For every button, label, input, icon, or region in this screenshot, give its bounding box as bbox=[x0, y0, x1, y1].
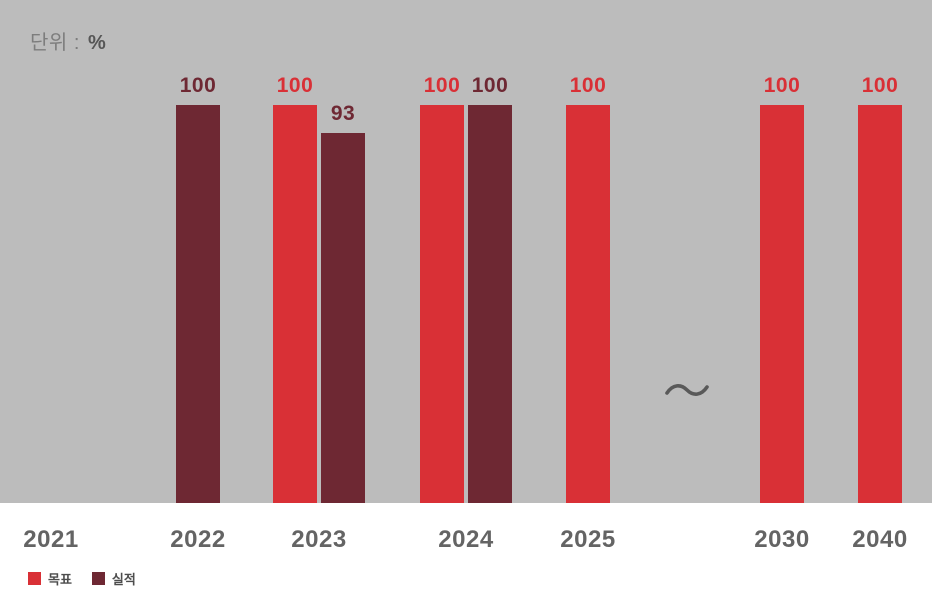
bar-2024-target bbox=[420, 105, 464, 503]
bar-value-2024-actual: 100 bbox=[471, 74, 509, 97]
bar-value-2040-target: 100 bbox=[861, 74, 899, 97]
x-axis: 2021 2022 2023 2024 2025 2030 2040 bbox=[0, 526, 932, 556]
year-label-2021: 2021 bbox=[23, 526, 79, 553]
bar-value-2030-target: 100 bbox=[763, 74, 801, 97]
bar-2023-target bbox=[273, 105, 317, 503]
bar-2025-target bbox=[566, 105, 610, 503]
legend-label-target: 목표 bbox=[48, 571, 72, 587]
axis-break-icon bbox=[665, 384, 709, 396]
bar-2023-actual bbox=[321, 133, 365, 503]
chart-plot-area: 100 100 93 100 100 100 100 100 bbox=[0, 0, 932, 503]
legend: 목표 실적 bbox=[28, 569, 136, 588]
legend-label-actual: 실적 bbox=[111, 571, 136, 587]
unit-label-value: % bbox=[87, 32, 107, 54]
unit-label-prefix: 단위 : bbox=[30, 32, 80, 54]
year-label-2024: 2024 bbox=[438, 526, 494, 553]
year-label-2040: 2040 bbox=[852, 526, 908, 553]
bar-value-2022-actual: 100 bbox=[179, 74, 217, 97]
target-swatch-icon bbox=[28, 571, 41, 585]
year-label-2025: 2025 bbox=[560, 526, 616, 553]
bar-value-2025-target: 100 bbox=[569, 74, 607, 97]
year-label-2023: 2023 bbox=[291, 526, 347, 553]
bar-2022-actual bbox=[176, 105, 220, 503]
actual-swatch-icon bbox=[91, 571, 105, 585]
unit-label: 단위 : % bbox=[30, 26, 106, 55]
legend-item-target: 목표 bbox=[28, 569, 72, 588]
bar-2030-target bbox=[760, 105, 804, 503]
year-label-2030: 2030 bbox=[754, 526, 810, 553]
bar-value-2023-target: 100 bbox=[276, 74, 314, 97]
bar-value-2023-actual: 93 bbox=[330, 102, 356, 125]
bar-2024-actual bbox=[468, 105, 512, 503]
bar-value-2024-target: 100 bbox=[423, 74, 461, 97]
year-label-2022: 2022 bbox=[170, 526, 226, 553]
legend-item-actual: 실적 bbox=[91, 569, 136, 588]
bar-2040-target bbox=[858, 105, 902, 503]
